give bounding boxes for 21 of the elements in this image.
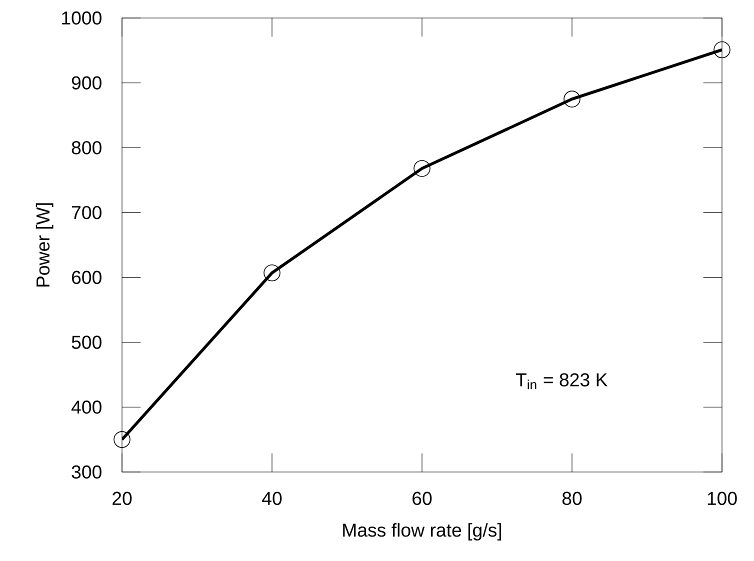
y-tick-label: 800 <box>72 141 102 154</box>
x-tick-label: 100 <box>708 492 737 506</box>
x-axis-title: Mass flow rate [g/s] <box>343 523 502 540</box>
y-tick-label: 500 <box>72 336 102 349</box>
y-axis-title: Power [W] <box>36 203 54 287</box>
point <box>414 160 430 177</box>
point <box>114 431 130 448</box>
annotation: T$_{in}$ = 823 K <box>516 373 608 390</box>
x-tick-label: 80 <box>562 492 582 506</box>
point <box>714 41 730 58</box>
y-tick-label: 700 <box>72 206 102 220</box>
y-tick-label: 300 <box>72 465 102 479</box>
point <box>564 90 580 108</box>
x-tick-label: 60 <box>412 492 432 506</box>
x-tick-label: 20 <box>112 492 132 506</box>
point <box>264 264 280 282</box>
y-tick-label: 900 <box>72 76 102 90</box>
y-tick-label: 400 <box>71 400 102 414</box>
y-tick-label: 600 <box>72 270 102 284</box>
y-tick-label: 1000 <box>62 11 102 25</box>
x-tick-label: 40 <box>262 492 282 506</box>
